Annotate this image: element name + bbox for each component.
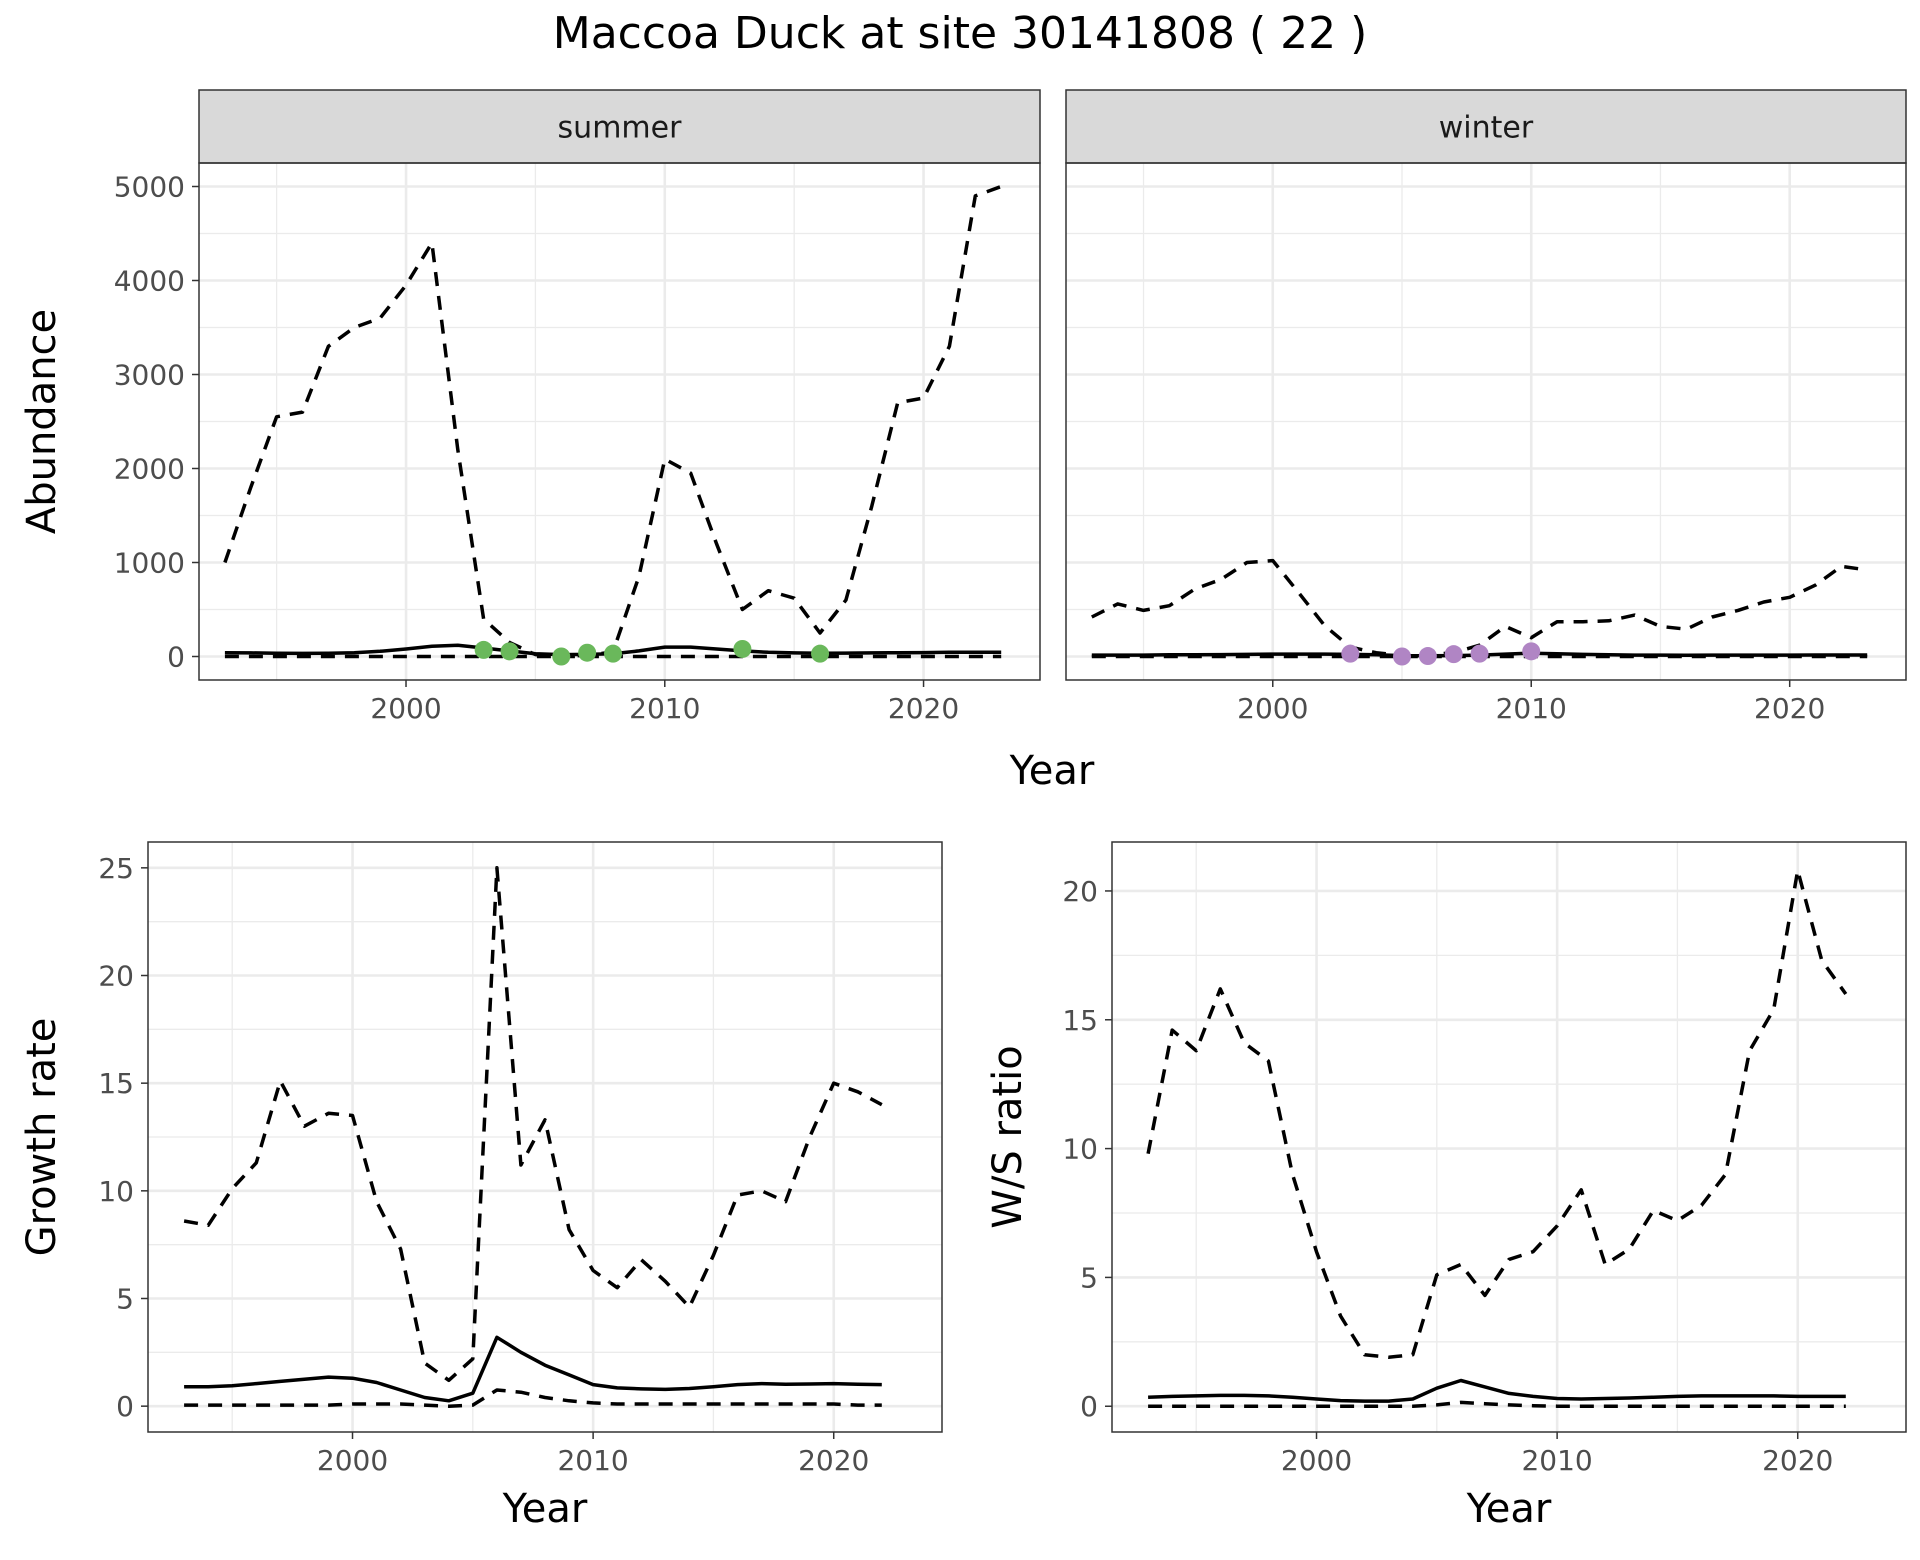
- y-tick-label: 3000: [114, 359, 185, 392]
- x-tick-label: 2020: [798, 1444, 869, 1477]
- y-tick-label: 15: [1062, 1004, 1098, 1037]
- series-line-ratio-1: [1148, 1378, 1846, 1403]
- data-point-summer: [578, 643, 597, 662]
- x-tick-label: 2010: [1521, 1444, 1592, 1477]
- y-tick-label: 20: [98, 960, 134, 993]
- y-axis-label-growth: Growth rate: [19, 1018, 65, 1257]
- strip-summer: [198, 89, 1041, 164]
- x-tick-label: 2000: [370, 692, 441, 725]
- x-tick-label: 2000: [1237, 692, 1308, 725]
- panel-winter: winter 2000 2010 2020: [1065, 89, 1907, 725]
- data-point-summer: [604, 644, 623, 663]
- panel-growth: 2000 2010 2020 0 5 10 15 20 25 Growth rate Year: [19, 841, 943, 1532]
- series-line-growth-0: [183, 866, 883, 1383]
- y-tick-label: 25: [98, 852, 134, 885]
- panel-frame: [1111, 841, 1907, 1433]
- y-tick-label: 5: [1080, 1261, 1098, 1294]
- y-tick-label: 4000: [114, 265, 185, 298]
- data-point-winter: [1418, 647, 1437, 666]
- x-tick-label: 2020: [888, 692, 959, 725]
- y-tick-label: 20: [1062, 875, 1098, 908]
- y-tick-label: 2000: [114, 453, 185, 486]
- series-line-ratio-0: [1146, 868, 1848, 1360]
- data-point-winter: [1522, 642, 1541, 661]
- strip-label-summer: summer: [558, 111, 683, 146]
- y-tick-label: 1000: [114, 547, 185, 580]
- x-tick-label: 2010: [557, 1444, 628, 1477]
- data-point-winter: [1444, 645, 1463, 664]
- y-tick-label: 5000: [114, 171, 185, 204]
- strip-label-winter: winter: [1439, 111, 1534, 146]
- data-point-summer: [811, 644, 830, 663]
- strip-winter: [1065, 89, 1907, 164]
- data-point-summer: [733, 639, 752, 658]
- y-axis-label-ratio: W/S ratio: [985, 1045, 1031, 1228]
- data-point-winter: [1341, 644, 1360, 663]
- x-tick-label: 2020: [1754, 692, 1825, 725]
- series-line-ratio-2: [1148, 1400, 1846, 1408]
- y-tick-label: 15: [98, 1067, 134, 1100]
- panel-frame: [198, 162, 1041, 681]
- data-point-summer: [552, 647, 571, 666]
- y-axis-label-summer: Abundance: [19, 309, 65, 534]
- x-tick-label: 2020: [1762, 1444, 1833, 1477]
- top-xlabel: Year: [1009, 748, 1095, 794]
- y-tick-label: 0: [1080, 1390, 1098, 1423]
- panel-frame: [1065, 162, 1907, 681]
- x-tick-label: 2010: [629, 692, 700, 725]
- y-tick-label: 5: [116, 1282, 134, 1315]
- data-point-winter: [1393, 647, 1411, 666]
- x-axis-label-ratio: Year: [1466, 1486, 1552, 1532]
- data-point-summer: [500, 642, 519, 661]
- x-tick-label: 2000: [1281, 1444, 1352, 1477]
- x-tick-label: 2000: [317, 1444, 388, 1477]
- x-tick-label: 2010: [1496, 692, 1567, 725]
- data-point-winter: [1470, 644, 1489, 663]
- y-tick-label: 10: [1062, 1133, 1098, 1166]
- series-line-winter-0: [1091, 558, 1868, 658]
- panel-frame: [147, 841, 943, 1433]
- panel-ratio: 2000 2010 2020 0 5 10 15 20 W/S ratio Year: [985, 841, 1907, 1532]
- data-point-summer: [474, 640, 493, 659]
- figure-title: Maccoa Duck at site 30141808 ( 22 ): [553, 8, 1368, 59]
- x-axis-label-growth: Year: [502, 1486, 588, 1532]
- y-tick-label: 10: [98, 1175, 134, 1208]
- series-line-growth-2: [184, 1388, 882, 1408]
- y-tick-label: 0: [116, 1390, 134, 1423]
- panel-summer: summer 2000 2010 2020 0 1000 2000 3000 4000 5000 A…: [19, 89, 1041, 725]
- y-tick-label: 0: [167, 641, 185, 674]
- series-line-growth-1: [184, 1335, 882, 1403]
